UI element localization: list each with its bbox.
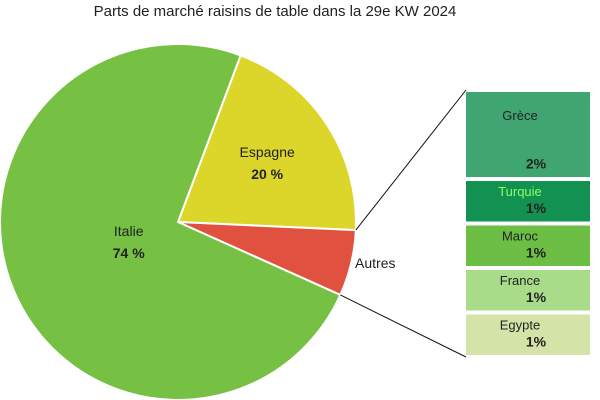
breakdown-value: 1%: [526, 289, 547, 305]
breakdown-value: 2%: [526, 156, 547, 172]
breakdown-bar: [466, 225, 590, 266]
slice-value: 74 %: [113, 245, 145, 261]
breakdown-label: France: [500, 273, 540, 288]
chart-title: Parts de marché raisins de table dans la…: [94, 3, 457, 20]
breakdown-bar: [466, 92, 590, 177]
breakdown-value: 1%: [526, 245, 547, 261]
breakdown-bar: [466, 270, 590, 311]
breakdown-label: Turquie: [498, 184, 542, 199]
slice-label: Italie: [114, 223, 144, 239]
breakdown-bar: [466, 314, 590, 355]
breakdown-label: Maroc: [502, 228, 539, 243]
slice-label: Espagne: [240, 144, 295, 160]
pie-slice: [176, 54, 357, 232]
pie-slice: [0, 43, 342, 400]
breakdown-bar: [466, 181, 590, 222]
connector: [340, 294, 467, 358]
breakdown-value: 1%: [526, 334, 547, 350]
slice-label: Autres: [355, 255, 395, 271]
breakdown-label: Grèce: [502, 108, 537, 123]
slice-value: 20 %: [251, 166, 283, 182]
breakdown-value: 1%: [526, 200, 547, 216]
breakdown-label: Egypte: [500, 317, 540, 332]
connector: [355, 89, 467, 231]
